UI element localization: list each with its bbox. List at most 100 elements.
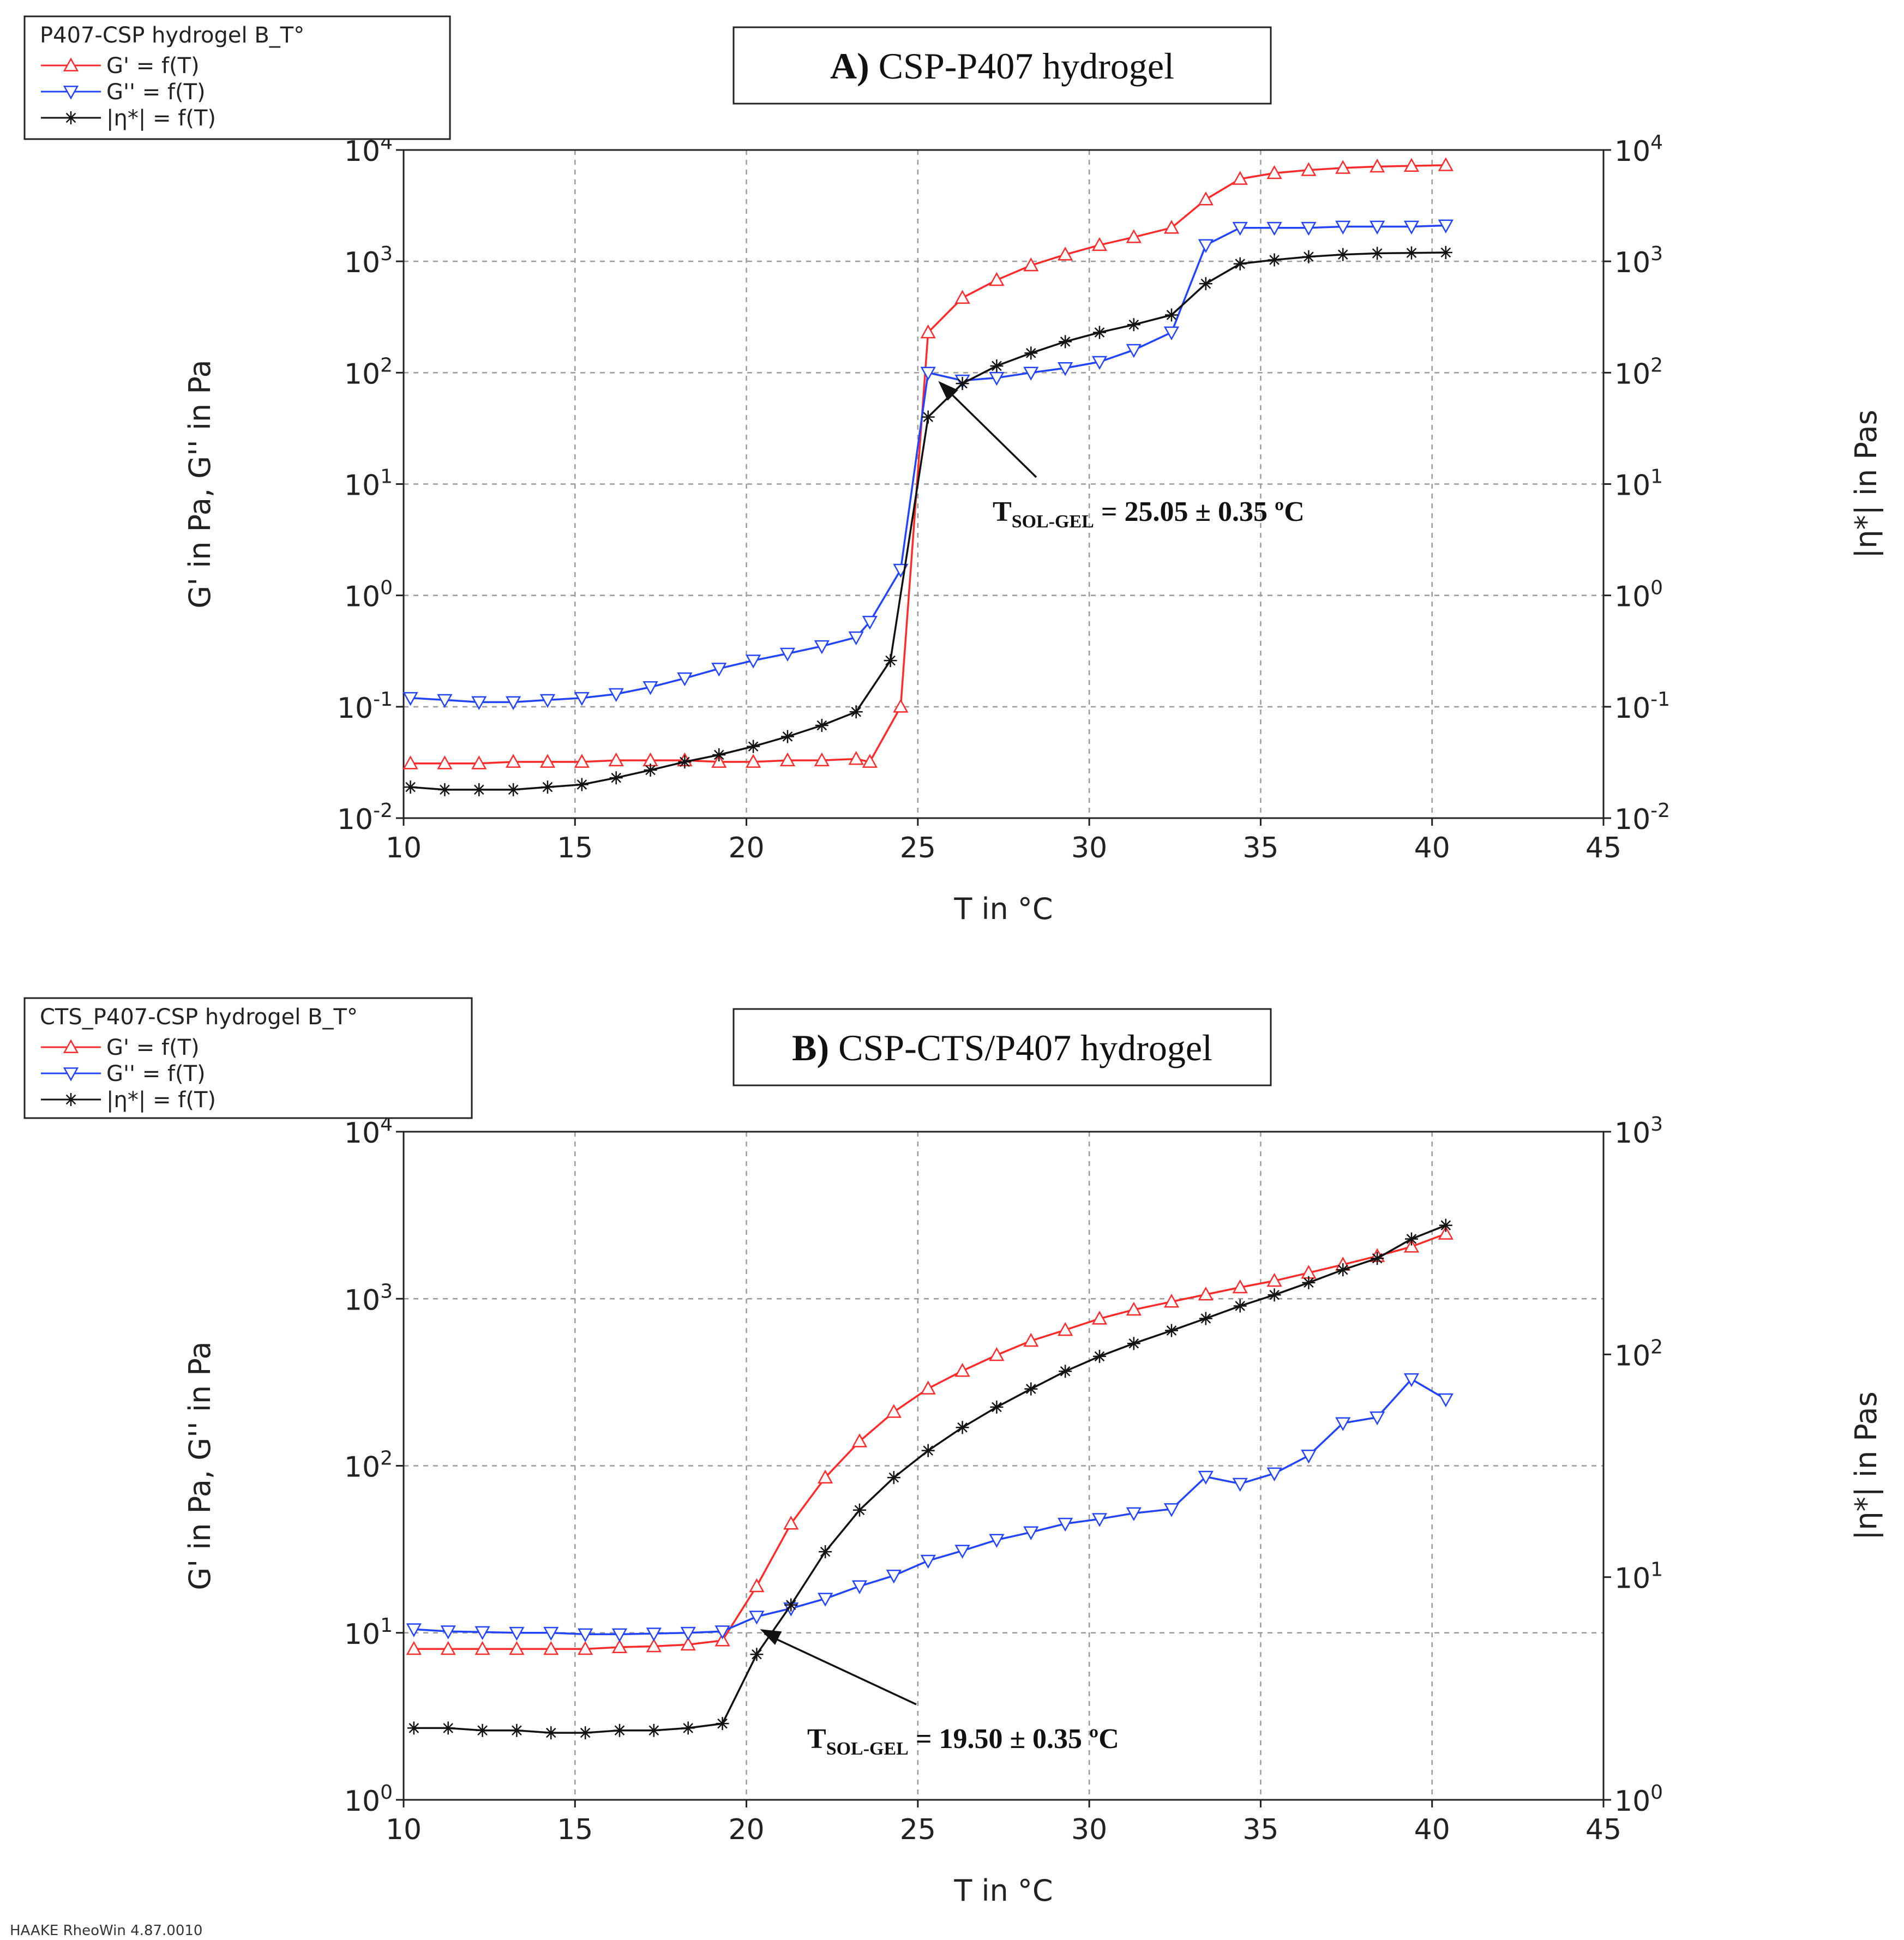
data-point	[1023, 367, 1039, 381]
data-point	[1266, 1467, 1282, 1482]
data-point	[475, 1626, 490, 1641]
data-point	[815, 719, 828, 732]
data-point	[472, 783, 486, 796]
data-point	[779, 647, 796, 662]
data-point	[750, 1648, 764, 1661]
data-point	[819, 1545, 832, 1559]
data-point	[1233, 1299, 1247, 1313]
y-right-tick-label: 102	[1614, 354, 1663, 391]
data-point	[681, 1721, 695, 1735]
data-point	[678, 755, 692, 768]
data-point	[989, 1534, 1005, 1548]
y-left-tick-label: 101	[344, 1614, 393, 1651]
data-point	[862, 616, 878, 630]
data-point	[475, 1641, 490, 1655]
x-tick-label: 20	[728, 1813, 764, 1846]
chart-title: B) CSP-CTS/P407 hydrogel	[792, 1027, 1212, 1068]
data-point	[541, 780, 554, 794]
data-point	[1438, 1226, 1453, 1240]
data-point	[862, 754, 878, 768]
x-tick-label: 20	[728, 832, 764, 864]
data-point	[578, 1641, 593, 1655]
data-point	[746, 654, 761, 669]
data-point	[1371, 1252, 1384, 1265]
y-right-tick-label: 103	[1614, 243, 1663, 279]
data-point	[712, 748, 726, 761]
x-axis-label: T in °C	[953, 892, 1053, 926]
data-point	[749, 1578, 765, 1593]
data-point	[1439, 246, 1452, 259]
chart-title-box	[732, 1008, 1272, 1086]
data-point	[1439, 1218, 1452, 1232]
data-point	[437, 755, 453, 770]
data-point	[1232, 1279, 1248, 1294]
data-point	[677, 672, 693, 687]
data-point	[1438, 219, 1453, 233]
data-point	[1058, 1517, 1073, 1532]
chart-title-box	[732, 26, 1272, 105]
annotation-label: TSOL-GEL = 19.50 ± 0.35 ºC	[807, 1723, 1119, 1759]
y-left-tick-label: 102	[344, 354, 393, 391]
data-point	[921, 1444, 935, 1457]
y-right-tick-label: 104	[1614, 131, 1663, 168]
x-tick-label: 30	[1071, 832, 1107, 864]
data-point	[1370, 220, 1385, 235]
y-left-tick-label: 100	[344, 577, 393, 614]
x-tick-label: 25	[900, 1813, 936, 1846]
data-point	[749, 1611, 765, 1625]
data-point	[509, 1626, 525, 1641]
data-point	[1163, 1503, 1180, 1517]
data-point	[714, 1632, 730, 1647]
annotation-arrow	[764, 1632, 917, 1705]
y-right-tick-label: 103	[1614, 1113, 1663, 1150]
data-point	[403, 755, 418, 770]
data-point	[1266, 221, 1282, 236]
data-point	[886, 1404, 902, 1418]
data-point	[611, 1639, 628, 1653]
legend-marker	[64, 1093, 77, 1106]
data-point	[886, 1570, 902, 1584]
data-point	[1335, 1417, 1351, 1431]
data-point	[441, 1721, 455, 1735]
data-point	[1024, 346, 1038, 360]
data-point	[1126, 229, 1142, 243]
data-point	[1302, 250, 1316, 263]
legend: CTS_P407-CSP hydrogel B_T° G' = f(T)G'' =…	[23, 997, 473, 1119]
data-point	[510, 1723, 524, 1737]
data-point	[647, 1723, 660, 1737]
x-tick-label: 15	[557, 1813, 593, 1846]
y-left-tick-label: 10-2	[337, 800, 393, 836]
y-left-tick-label: 101	[344, 466, 393, 502]
data-point	[1093, 326, 1106, 339]
data-point	[1232, 1477, 1248, 1492]
data-point	[1438, 1393, 1453, 1408]
data-point	[851, 1433, 868, 1448]
data-point	[1024, 1382, 1038, 1396]
data-point	[1233, 257, 1247, 271]
chart-title: A) CSP-P407 hydrogel	[830, 45, 1174, 87]
series-line	[413, 1233, 1446, 1650]
data-point	[1059, 1365, 1072, 1378]
legend-entry: |η*| = f(T)	[106, 106, 216, 131]
data-point	[1127, 318, 1140, 332]
data-point	[613, 1723, 626, 1737]
legend-entry: |η*| = f(T)	[106, 1088, 216, 1113]
y-left-tick-label: 104	[344, 131, 393, 168]
y-right-tick-label: 10-2	[1614, 800, 1670, 836]
data-point	[609, 771, 623, 785]
data-point	[781, 730, 794, 743]
data-point	[1091, 1311, 1108, 1325]
data-point	[1403, 1239, 1420, 1253]
data-point	[1058, 1322, 1073, 1336]
legend-marker	[63, 1067, 79, 1082]
data-point	[1126, 1301, 1142, 1316]
y-right-tick-label: 10-1	[1614, 688, 1670, 725]
data-point	[1403, 220, 1420, 235]
data-point	[1268, 253, 1281, 267]
data-point	[543, 1626, 559, 1641]
y-right-tick-label: 101	[1614, 466, 1663, 502]
y-left-tick-label: 10-1	[337, 688, 393, 725]
data-point	[440, 1625, 456, 1639]
legend-entry: G'' = f(T)	[106, 80, 206, 105]
annotation-arrow	[942, 385, 1037, 478]
